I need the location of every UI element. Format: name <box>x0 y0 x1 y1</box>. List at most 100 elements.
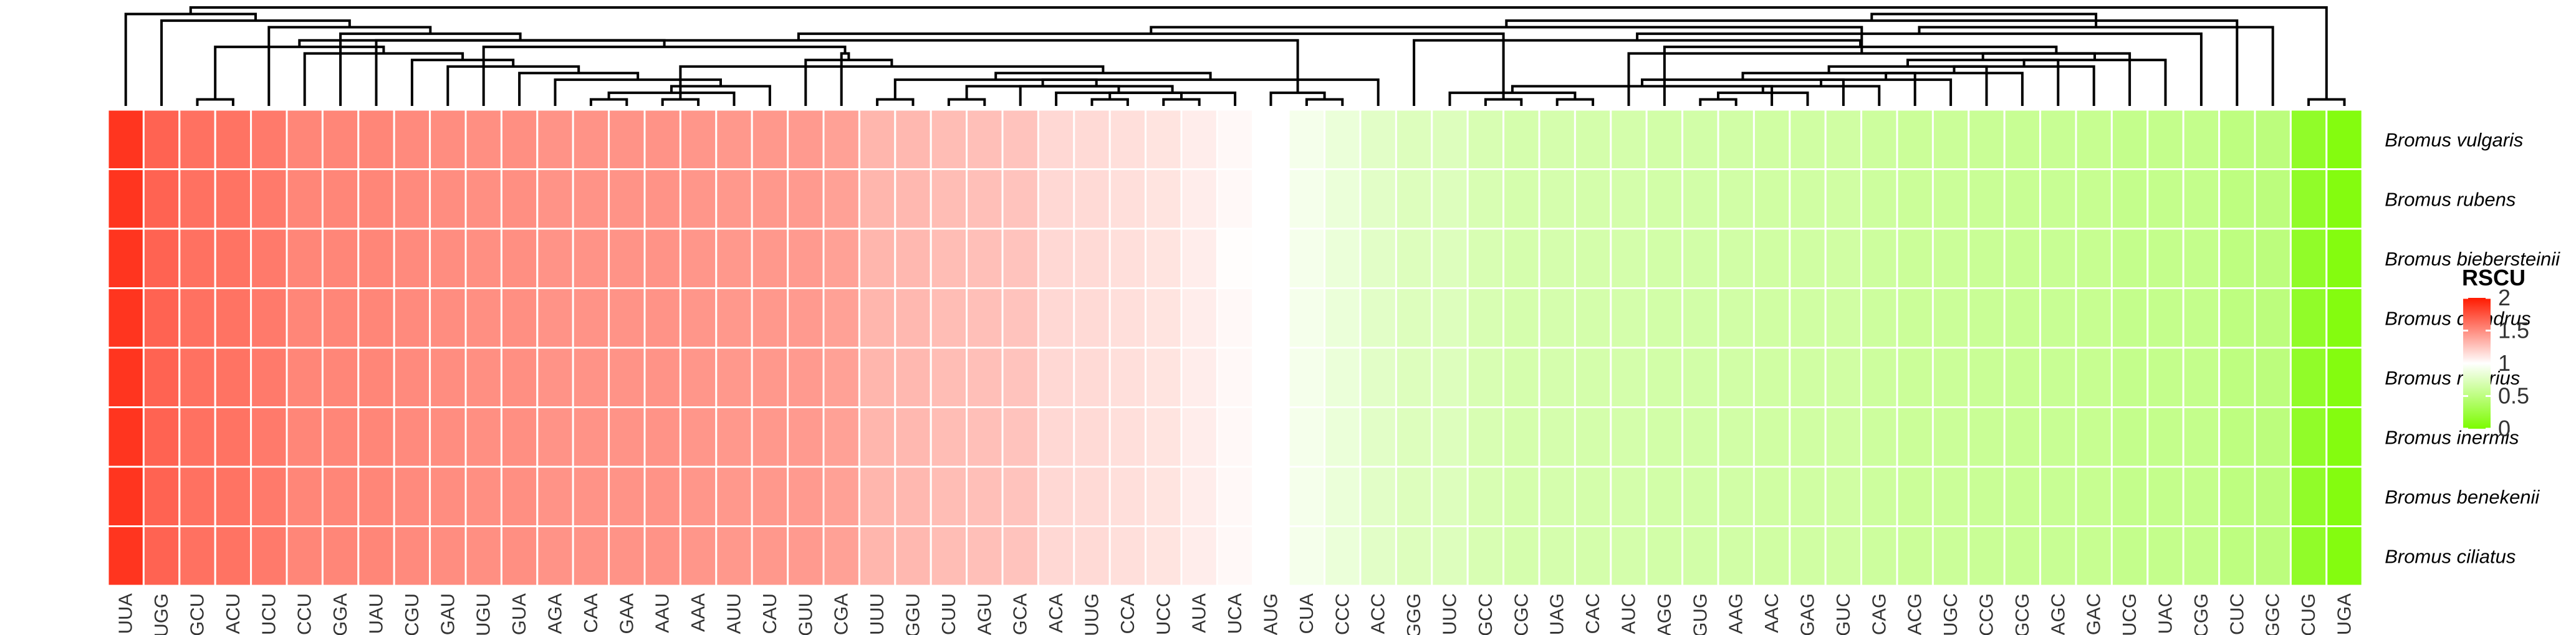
heatmap-cell <box>1108 466 1147 527</box>
heatmap-cell <box>1466 108 1505 170</box>
heatmap-cell <box>858 287 896 349</box>
row-label: Bromus diandrus <box>2385 307 2530 329</box>
heatmap-cell <box>1789 108 1827 170</box>
heatmap-cell <box>286 287 324 349</box>
heatmap-cell <box>894 346 932 408</box>
heatmap-cell <box>930 406 968 468</box>
heatmap-cell <box>2003 227 2042 289</box>
column-label: CUC <box>2226 593 2247 635</box>
heatmap-cell <box>1252 108 1290 170</box>
heatmap-cell <box>894 287 932 349</box>
heatmap-cell <box>1324 168 1362 230</box>
column-label: CGG <box>2190 593 2212 635</box>
heatmap-cell <box>1037 346 1075 408</box>
heatmap-cell <box>1287 466 1326 527</box>
heatmap-cell <box>894 406 932 468</box>
heatmap-cell <box>1645 406 1684 468</box>
heatmap-cell <box>107 346 145 408</box>
heatmap-cell <box>1502 227 1540 289</box>
column-dendrogram <box>124 6 2346 106</box>
heatmap-cell <box>2289 525 2328 587</box>
heatmap-cell <box>500 108 539 170</box>
heatmap-cell <box>608 525 646 587</box>
heatmap-cell <box>715 525 753 587</box>
heatmap-cell <box>2218 525 2256 587</box>
heatmap-cell <box>429 168 467 230</box>
column-label: GAG <box>1797 593 1819 635</box>
column-label: AUA <box>1188 593 1210 633</box>
heatmap-cell <box>2146 406 2184 468</box>
heatmap-cell <box>1860 287 1898 349</box>
heatmap-cell <box>2075 346 2113 408</box>
heatmap-cell <box>1681 287 1719 349</box>
heatmap-cell <box>536 287 574 349</box>
dendrogram-branch <box>679 65 1105 100</box>
heatmap-cell <box>1538 466 1576 527</box>
heatmap-cell <box>1287 346 1326 408</box>
heatmap-cell <box>2110 406 2149 468</box>
heatmap-cell <box>1538 525 1576 587</box>
heatmap-cell <box>1538 287 1576 349</box>
heatmap-cell <box>357 406 395 468</box>
heatmap-cell <box>1824 227 1863 289</box>
heatmap-cell <box>1717 346 1755 408</box>
heatmap-cell <box>2146 525 2184 587</box>
heatmap-cell <box>1108 227 1147 289</box>
heatmap-cell <box>1252 466 1290 527</box>
heatmap-cell <box>822 525 860 587</box>
heatmap-cell <box>2182 525 2221 587</box>
heatmap-cell <box>1359 406 1397 468</box>
heatmap-cell <box>966 168 1004 230</box>
heatmap-cell <box>608 466 646 527</box>
heatmap-cell <box>2075 525 2113 587</box>
heatmap-cell <box>1860 108 1898 170</box>
heatmap-cell <box>1108 346 1147 408</box>
heatmap-cell <box>1180 346 1218 408</box>
heatmap-cell <box>1324 466 1362 527</box>
heatmap-cell <box>107 406 145 468</box>
heatmap-cell <box>1931 287 1970 349</box>
heatmap-cell <box>1789 168 1827 230</box>
column-label: UCA <box>1224 593 1246 634</box>
legend-tick-label: 1 <box>2498 350 2511 376</box>
heatmap-cell <box>1538 168 1576 230</box>
dendrogram-branch <box>482 45 847 106</box>
heatmap-cell <box>751 168 789 230</box>
heatmap-cell <box>858 406 896 468</box>
heatmap-cell <box>1001 406 1039 468</box>
heatmap-cell <box>1645 287 1684 349</box>
column-label: CUA <box>1295 593 1317 634</box>
heatmap-cell <box>966 287 1004 349</box>
heatmap-cell <box>1717 108 1755 170</box>
heatmap-cell <box>608 287 646 349</box>
heatmap-cell <box>2218 287 2256 349</box>
dendrogram-branch <box>189 6 2328 100</box>
heatmap-cell <box>2146 168 2184 230</box>
dendrogram-branch <box>160 19 351 106</box>
heatmap-cell <box>2003 466 2042 527</box>
column-label: AGC <box>2047 593 2069 635</box>
heatmap-cell <box>1860 168 1898 230</box>
heatmap-cell <box>1395 525 1433 587</box>
heatmap-cell <box>1145 346 1183 408</box>
heatmap-cell <box>1752 466 1791 527</box>
heatmap-cell <box>2182 287 2221 349</box>
heatmap-cell <box>1180 168 1218 230</box>
heatmap-cell <box>142 287 181 349</box>
heatmap-cell <box>572 406 610 468</box>
heatmap-cell <box>1037 168 1075 230</box>
heatmap-cell <box>930 525 968 587</box>
heatmap-cell <box>1359 287 1397 349</box>
column-label: GUA <box>508 593 530 635</box>
heatmap-cell <box>1574 346 1612 408</box>
heatmap-cell <box>2254 406 2292 468</box>
dendrogram-branch <box>1484 98 1523 106</box>
heatmap-cell <box>1717 525 1755 587</box>
heatmap-cell <box>1073 466 1111 527</box>
heatmap-cell <box>1216 346 1254 408</box>
heatmap-cell <box>178 168 216 230</box>
heatmap-cell <box>107 525 145 587</box>
heatmap-cell <box>1359 466 1397 527</box>
heatmap-cell <box>1968 108 2006 170</box>
